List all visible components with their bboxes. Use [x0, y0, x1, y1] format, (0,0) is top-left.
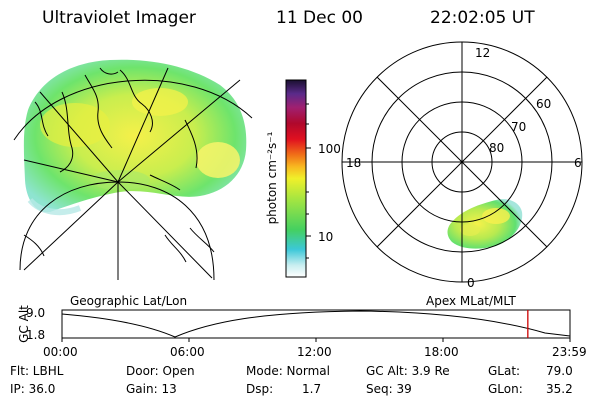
- status-glat-value: 79.0: [546, 364, 573, 378]
- xtick-0000: 00:00: [43, 345, 78, 359]
- status-dsp-value: 1.7: [302, 382, 322, 396]
- mlt-label-18: 18: [346, 156, 362, 170]
- altitude-curve: [61, 310, 571, 338]
- magnetic-polar-panel: [341, 41, 583, 283]
- xtick-2359: 23:59: [552, 345, 587, 359]
- geo-panel-label: Geographic Lat/Lon: [70, 294, 188, 308]
- xtick-0600: 06:00: [170, 345, 205, 359]
- status-gain: Gain: 13: [126, 382, 177, 396]
- aurora-emission-mag: [447, 199, 523, 249]
- status-glat: GLat:: [488, 364, 521, 378]
- mlat-label-70: 70: [511, 120, 527, 134]
- geographic-map-panel: [13, 59, 253, 281]
- status-flt: Flt: LBHL: [10, 364, 64, 378]
- xtick-1800: 18:00: [424, 345, 459, 359]
- date-label: 11 Dec 00: [276, 8, 363, 28]
- time-label: 22:02:05 UT: [430, 8, 535, 28]
- instrument-title: Ultraviolet Imager: [42, 8, 196, 28]
- mlat-label-60: 60: [536, 97, 552, 111]
- altitude-ytick-bottom: 1.8: [26, 328, 46, 342]
- mlt-label-6: 6: [574, 156, 582, 170]
- color-scale-bar: [285, 79, 311, 278]
- mlat-label-80: 80: [489, 141, 505, 155]
- status-glon: GLon:: [488, 382, 523, 396]
- mlt-label-12: 12: [475, 46, 491, 60]
- colorbar-tick-100: 100: [318, 142, 341, 156]
- status-glon-value: 35.2: [546, 382, 573, 396]
- colorbar-tick-10: 10: [318, 230, 334, 244]
- aurora-emission-geo: [23, 59, 247, 213]
- altitude-plot: [61, 309, 571, 342]
- status-seq: Seq: 39: [366, 382, 412, 396]
- mag-panel-label: Apex MLat/MLT: [426, 294, 516, 308]
- colorbar-unit-label: photon cm⁻²s⁻¹: [265, 131, 279, 225]
- status-mode: Mode: Normal: [246, 364, 330, 378]
- altitude-ytick-top: 9.0: [26, 306, 46, 320]
- xtick-1200: 12:00: [297, 345, 332, 359]
- mlt-label-0: 0: [467, 276, 475, 290]
- status-dsp: Dsp:: [246, 382, 274, 396]
- status-ip: IP: 36.0: [10, 382, 56, 396]
- status-door: Door: Open: [126, 364, 195, 378]
- status-gc-alt: GC Alt: 3.9 Re: [366, 364, 450, 378]
